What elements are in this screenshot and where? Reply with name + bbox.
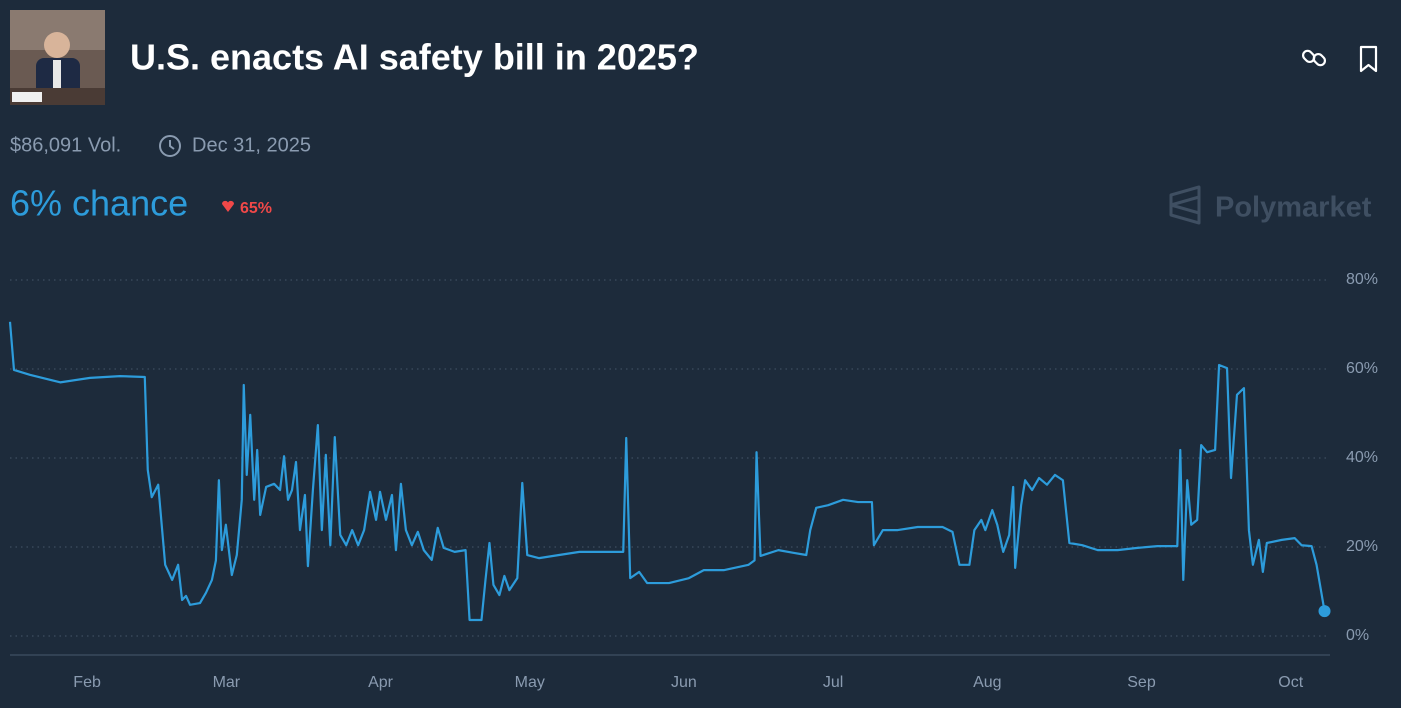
y-tick-label: 60% — [1346, 360, 1378, 377]
chance: 6% chance — [10, 183, 188, 224]
x-tick-label: Aug — [973, 674, 1001, 691]
change: 65% — [240, 200, 272, 217]
volume: $86,091 Vol. — [10, 134, 121, 156]
x-tick-label: Jun — [671, 674, 697, 691]
brand: Polymarket — [1215, 192, 1372, 224]
x-tick-label: Oct — [1278, 674, 1303, 691]
y-tick-label: 20% — [1346, 538, 1378, 555]
x-tick-label: Feb — [73, 674, 101, 691]
brand-logo — [1169, 185, 1201, 225]
y-tick-label: 0% — [1346, 627, 1369, 644]
end-date: Dec 31, 2025 — [192, 134, 311, 156]
y-tick-label: 40% — [1346, 449, 1378, 466]
clock-icon — [159, 135, 181, 157]
x-tick-label: Mar — [213, 674, 241, 691]
bookmark-icon[interactable] — [1359, 45, 1378, 73]
link-icon[interactable] — [1301, 49, 1327, 67]
x-tick-label: May — [515, 674, 545, 691]
x-tick-label: Jul — [823, 674, 843, 691]
thumbnail[interactable] — [10, 10, 105, 105]
change-icon — [222, 200, 234, 212]
x-tick-label: Sep — [1127, 674, 1156, 691]
price-line — [8, 321, 1326, 622]
x-tick-label: Apr — [368, 674, 394, 691]
y-tick-label: 80% — [1346, 271, 1378, 288]
last-point — [1318, 605, 1331, 618]
market-title: U.S. enacts AI safety bill in 2025? — [130, 37, 699, 78]
